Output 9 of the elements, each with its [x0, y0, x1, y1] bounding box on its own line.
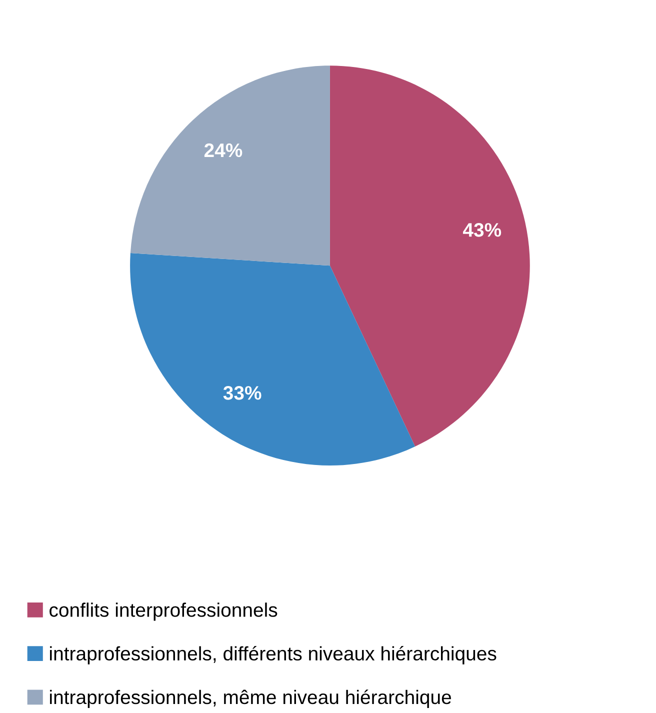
- data-label: 33%: [223, 386, 262, 400]
- data-label: 43%: [462, 223, 502, 237]
- legend-label: conflits interprofessionnels: [50, 602, 278, 621]
- pie-slice: [330, 66, 530, 446]
- legend-label: intraprofessionnels, même niveau hiérarchique: [50, 690, 452, 708]
- pie-slice: [130, 253, 416, 466]
- pie-slice: [130, 66, 330, 266]
- legend-label: intraprofessionnels, différents niveaux hiérarchiques: [50, 646, 496, 664]
- data-label: 24%: [204, 143, 242, 158]
